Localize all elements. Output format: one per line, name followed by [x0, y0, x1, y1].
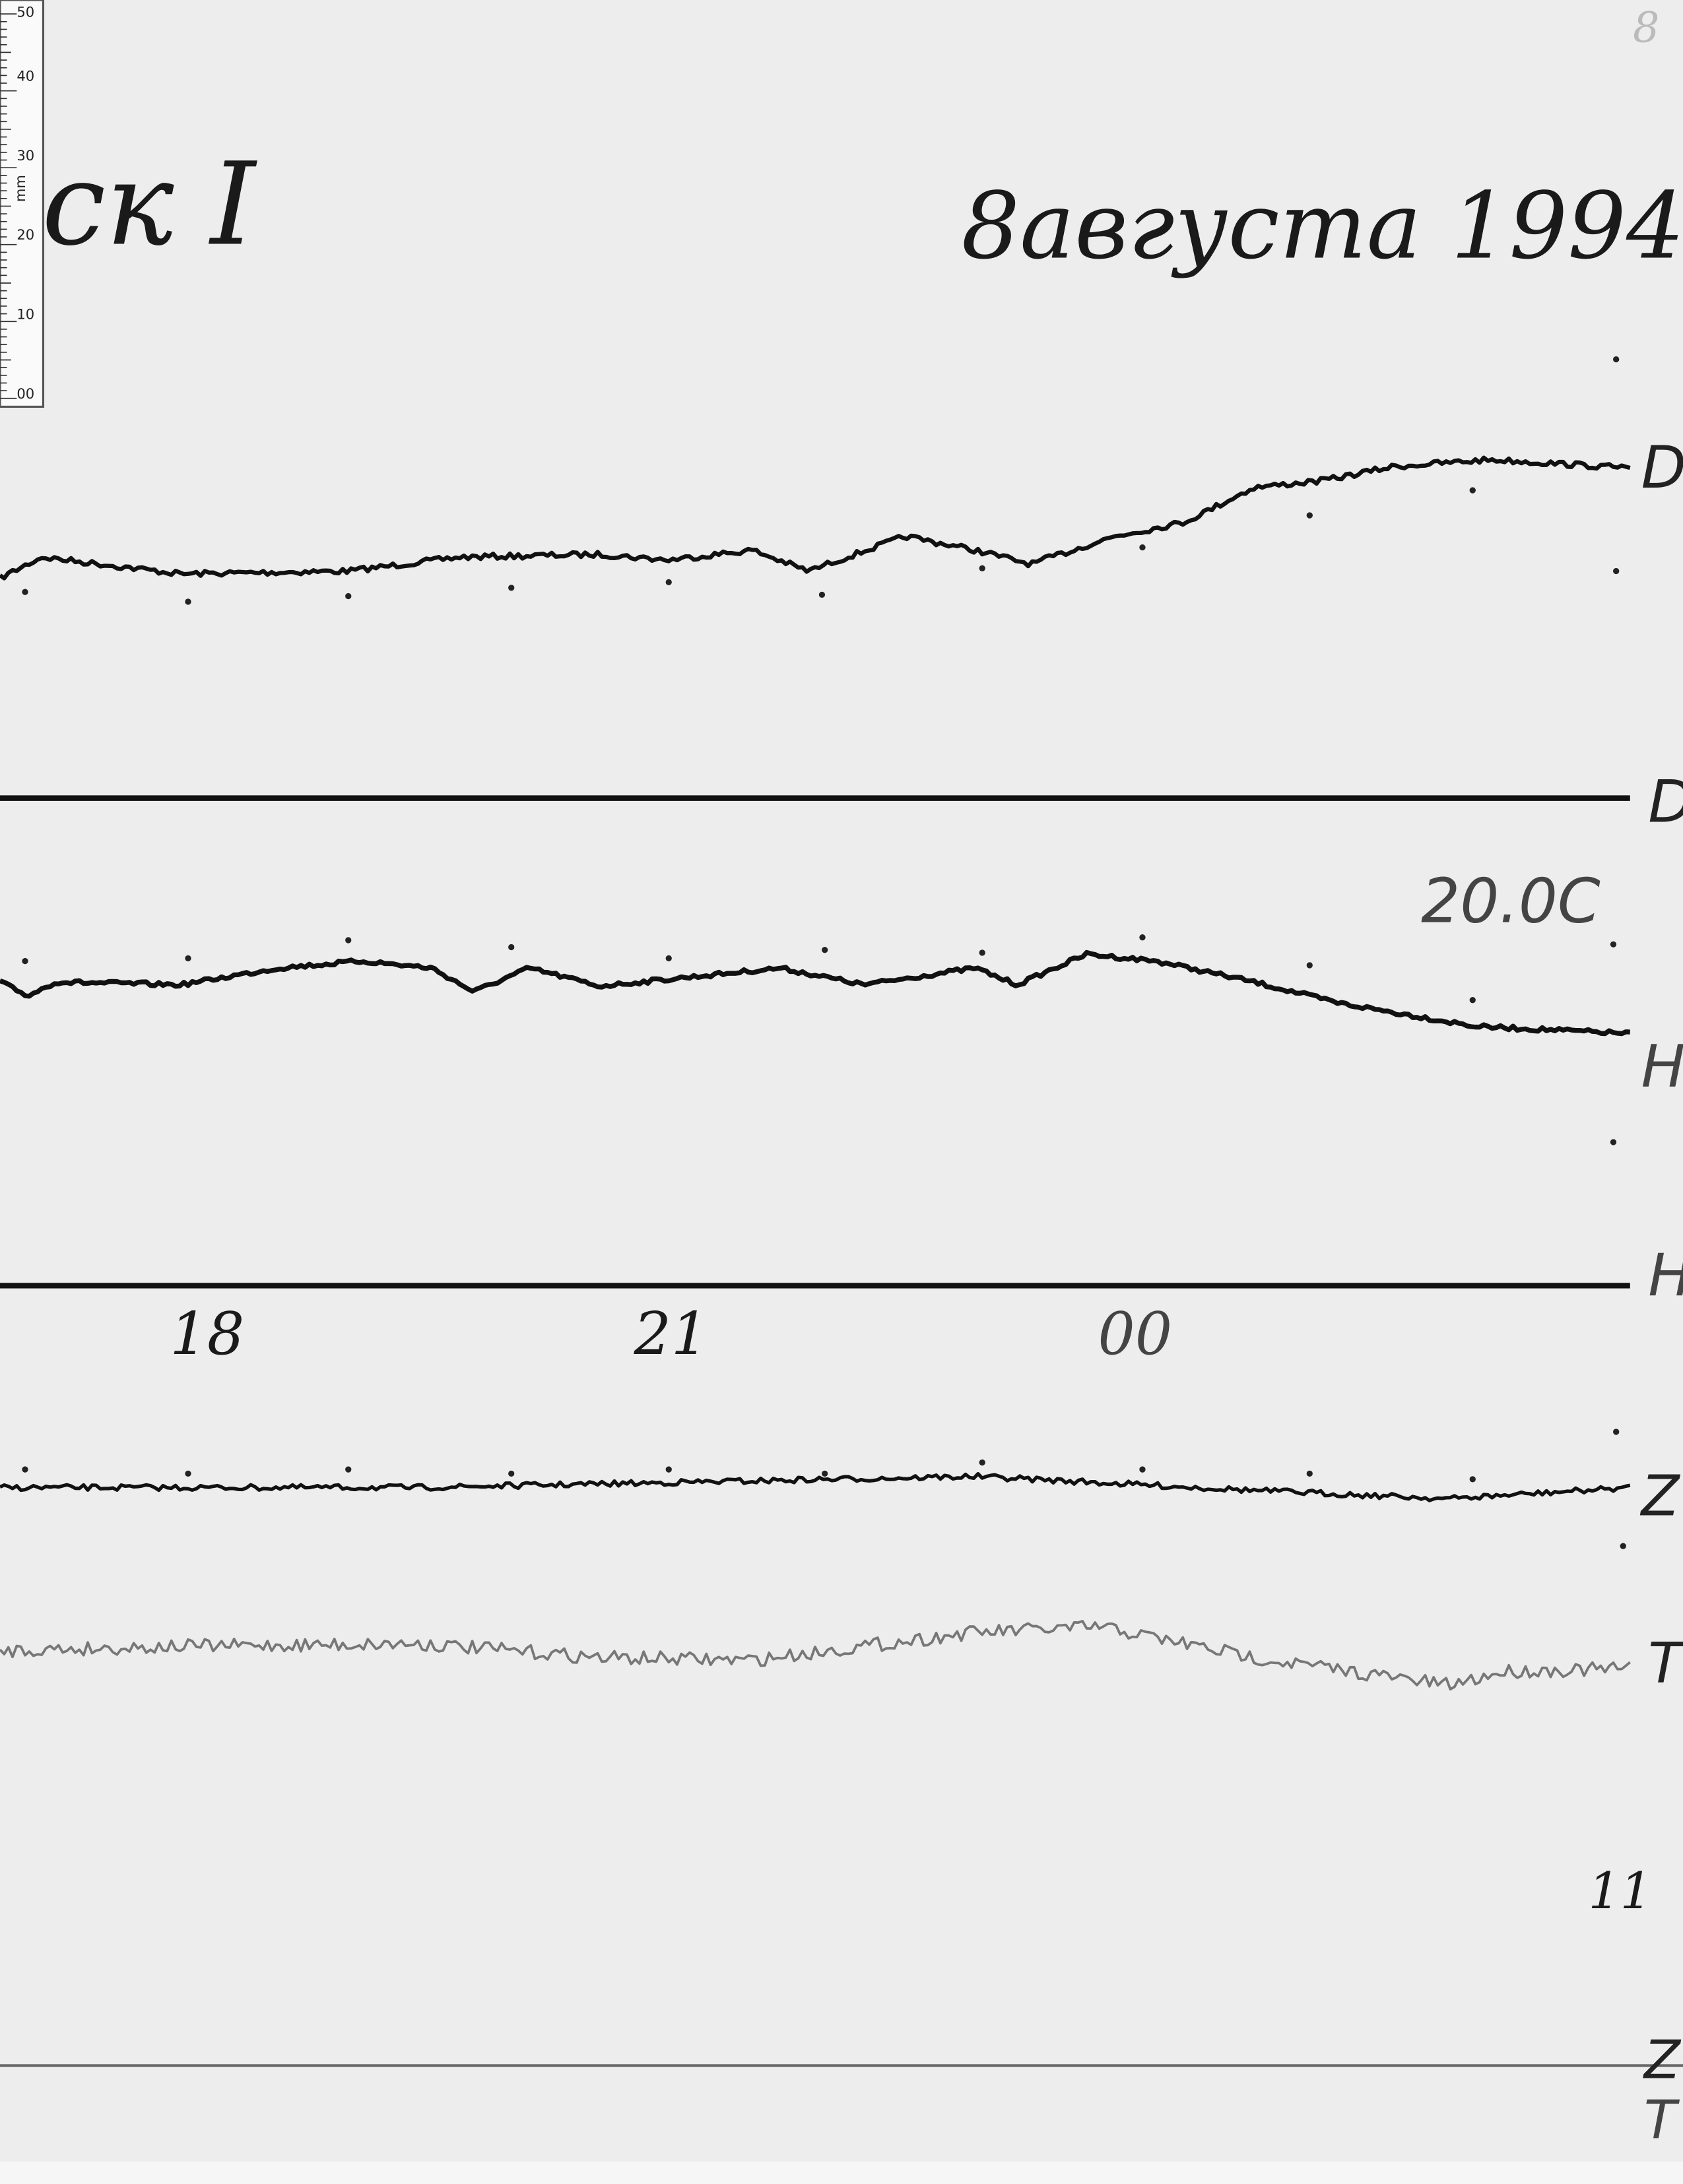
time-mark [185, 598, 191, 605]
ruler-label: 20 [16, 226, 34, 243]
time-mark [1613, 1429, 1620, 1435]
time-mark [1469, 997, 1476, 1004]
time-mark [1469, 1476, 1476, 1483]
time-mark [345, 593, 352, 600]
time-mark [22, 1466, 28, 1473]
time-mark [185, 1470, 191, 1477]
paper-edge [0, 2162, 1683, 2184]
time-mark [22, 589, 28, 595]
ruler-unit: mm [12, 175, 28, 202]
time-mark [665, 955, 672, 961]
time-mark [1613, 567, 1620, 575]
time-mark [345, 937, 352, 944]
traces [0, 356, 1632, 1691]
time-mark [345, 1466, 352, 1473]
time-mark [1610, 1139, 1617, 1145]
ruler [0, 0, 45, 408]
channel-label: Z [1643, 2030, 1682, 2091]
sheet-title: ск I [42, 137, 257, 271]
trace [0, 949, 1630, 1037]
channel-label: D [1648, 767, 1683, 835]
time-mark [979, 565, 985, 571]
time-mark [22, 957, 28, 965]
channel-label: T [1648, 1631, 1683, 1696]
trace [0, 1620, 1632, 1691]
time-mark [508, 944, 515, 951]
time-mark [822, 1470, 828, 1477]
time-label: 18 [170, 1300, 245, 1368]
trace [0, 455, 1631, 581]
marker: 11 [1588, 1861, 1652, 1920]
time-mark [1306, 962, 1313, 969]
time-mark [1613, 356, 1620, 363]
trace [0, 1471, 1631, 1502]
sheet-date: 8августа 1994г. [962, 173, 1683, 280]
channel-label: H [1641, 1033, 1683, 1101]
time-mark [185, 955, 191, 961]
time-mark [1469, 487, 1476, 494]
channel-label: H [1648, 1241, 1683, 1309]
time-mark [1139, 934, 1146, 941]
time-mark [1139, 544, 1146, 551]
ruler-label: 50 [16, 3, 34, 20]
temperature: 20.0C [1421, 865, 1600, 936]
time-mark [1306, 1470, 1313, 1477]
time-mark [508, 585, 515, 591]
ruler-ticks [0, 13, 17, 399]
time-mark [508, 1470, 515, 1477]
time-mark [665, 1466, 672, 1473]
time-mark [979, 1459, 985, 1466]
time-mark [1139, 1466, 1146, 1473]
time-mark [1306, 512, 1313, 519]
ruler-label: 00 [16, 385, 34, 402]
ruler-label: 40 [16, 67, 34, 84]
time-mark [979, 949, 985, 956]
time-mark [1610, 941, 1617, 947]
ruler-label: 10 [16, 305, 34, 322]
time-mark [665, 579, 672, 586]
time-mark [818, 591, 826, 598]
page-number: 8 [1633, 3, 1659, 51]
time-label: 21 [633, 1300, 708, 1368]
channel-label: Z [1640, 1464, 1681, 1529]
ruler-label: 30 [16, 147, 34, 164]
channel-label: T [1644, 2089, 1680, 2150]
time-label: 00 [1098, 1300, 1172, 1368]
time-mark [822, 947, 828, 953]
time-mark [1620, 1543, 1626, 1549]
channel-label: D [1641, 434, 1683, 501]
